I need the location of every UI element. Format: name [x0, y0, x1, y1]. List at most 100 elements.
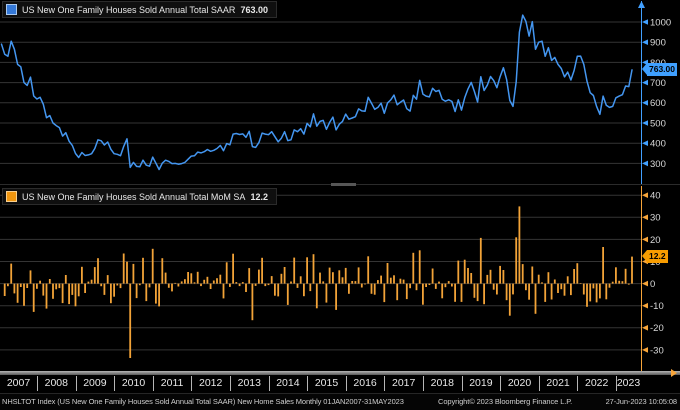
mom-bar — [48, 279, 51, 284]
x-axis-year-label: 2007 — [6, 377, 31, 389]
mom-bar — [428, 283, 431, 285]
mom-bar — [457, 260, 460, 284]
x-axis-year-label: 2021 — [546, 377, 570, 389]
mom-bar — [23, 283, 25, 306]
mom-bar — [36, 283, 38, 289]
axis-tick-icon — [642, 325, 648, 331]
x-axis-separator — [230, 376, 231, 391]
mom-bar — [296, 283, 299, 288]
mom-bar — [235, 282, 238, 284]
mom-bar — [599, 283, 601, 299]
axis-tick-icon — [642, 140, 648, 146]
y-axis-top-arrow-icon — [638, 1, 645, 8]
axis-tick-icon — [642, 280, 648, 287]
mom-bar — [196, 271, 199, 284]
mom-bar — [476, 283, 479, 302]
axis-tick-icon — [642, 39, 648, 45]
mom-bar — [45, 283, 48, 309]
mom-bar — [71, 283, 74, 295]
scrollbar-right-arrow-icon[interactable] — [671, 369, 677, 377]
mom-bar — [138, 283, 141, 286]
mom-bar — [209, 283, 212, 289]
mom-bar — [399, 278, 402, 284]
legend-item-mom[interactable]: US New One Family Houses Sold Annual Tot… — [2, 188, 277, 205]
legend-label-mom: US New One Family Houses Sold Annual Tot… — [22, 191, 246, 202]
mom-bar — [531, 266, 534, 284]
mom-bar — [290, 281, 292, 284]
mom-bar — [553, 279, 556, 284]
mom-bar — [351, 281, 354, 284]
mom-bar — [360, 283, 363, 288]
mom-bar — [77, 283, 80, 297]
mom-bar — [335, 283, 337, 310]
mom-bar — [264, 283, 267, 287]
legend-item-saar[interactable]: US New One Family Houses Sold Annual Tot… — [2, 1, 277, 18]
x-axis-separator — [152, 376, 154, 391]
axis-tick-icon — [642, 214, 648, 221]
status-copyright: Copyright© 2023 Bloomberg Finance L.P. — [438, 397, 573, 406]
mom-bar — [624, 268, 627, 284]
mom-bar — [402, 279, 405, 284]
mom-bar — [61, 283, 64, 304]
mom-bar — [499, 265, 501, 284]
mom-bar — [441, 283, 444, 299]
mom-bar — [405, 283, 408, 300]
mom-bar — [573, 269, 575, 284]
mom-bar — [386, 263, 389, 284]
x-axis-year-label: 2016 — [353, 377, 377, 389]
mom-bar — [438, 281, 440, 284]
mom-bar — [518, 206, 521, 284]
mom-bar — [55, 283, 58, 290]
mom-bar — [90, 279, 93, 284]
x-axis-separator — [345, 376, 347, 391]
mom-bar — [631, 256, 633, 284]
mom-bar — [216, 278, 218, 284]
axis-tick-label: 0 — [650, 279, 655, 290]
mom-bar — [586, 283, 588, 307]
panel-splitter-handle-icon[interactable] — [331, 183, 356, 186]
mom-bar — [167, 283, 170, 288]
status-timestamp: 27-Jun-2023 10:05:08 — [605, 397, 678, 406]
mom-bar — [370, 283, 373, 294]
x-axis-separator — [307, 376, 309, 391]
mom-bar — [303, 283, 305, 297]
mom-bar — [106, 275, 109, 284]
mom-bar — [74, 283, 77, 307]
x-axis-year-label: 2018 — [430, 377, 454, 389]
mom-bar — [42, 283, 45, 296]
mom-bar — [116, 283, 119, 286]
mom-bar — [367, 256, 370, 284]
mom-bar — [241, 282, 244, 284]
mom-bar — [502, 270, 505, 284]
legend-value-mom: 12.2 — [250, 191, 268, 202]
mom-bar — [171, 283, 173, 292]
axis-tick-icon — [642, 347, 648, 353]
x-zoom-scrollbar[interactable] — [0, 371, 680, 375]
mom-bar — [225, 262, 228, 284]
mom-bar — [16, 283, 19, 303]
x-axis-separator — [500, 376, 502, 391]
mom-bar — [135, 283, 138, 299]
x-axis-year-label: 2011 — [160, 377, 184, 389]
x-axis-year-label: 2013 — [237, 377, 261, 389]
mom-bar — [312, 254, 315, 284]
mom-bar — [576, 263, 579, 284]
axis-tick-icon — [642, 100, 648, 106]
axis-tick-label: 500 — [650, 118, 666, 129]
x-axis-year-label: 2010 — [121, 377, 146, 389]
mom-bar — [158, 283, 160, 307]
mom-bar — [222, 283, 225, 299]
mom-bar — [621, 281, 624, 284]
mom-bar — [58, 283, 61, 289]
mom-bar — [463, 259, 466, 284]
mom-bar — [357, 267, 360, 284]
x-axis-separator — [423, 376, 424, 391]
mom-bar — [39, 280, 41, 284]
mom-bar — [87, 281, 90, 284]
axis-tick-icon — [642, 120, 648, 126]
mom-bar — [10, 263, 13, 284]
mom-bar — [245, 283, 247, 292]
mom-bar — [541, 282, 543, 284]
status-ticker-description: NHSLTOT Index (US New One Family Houses … — [2, 397, 404, 406]
